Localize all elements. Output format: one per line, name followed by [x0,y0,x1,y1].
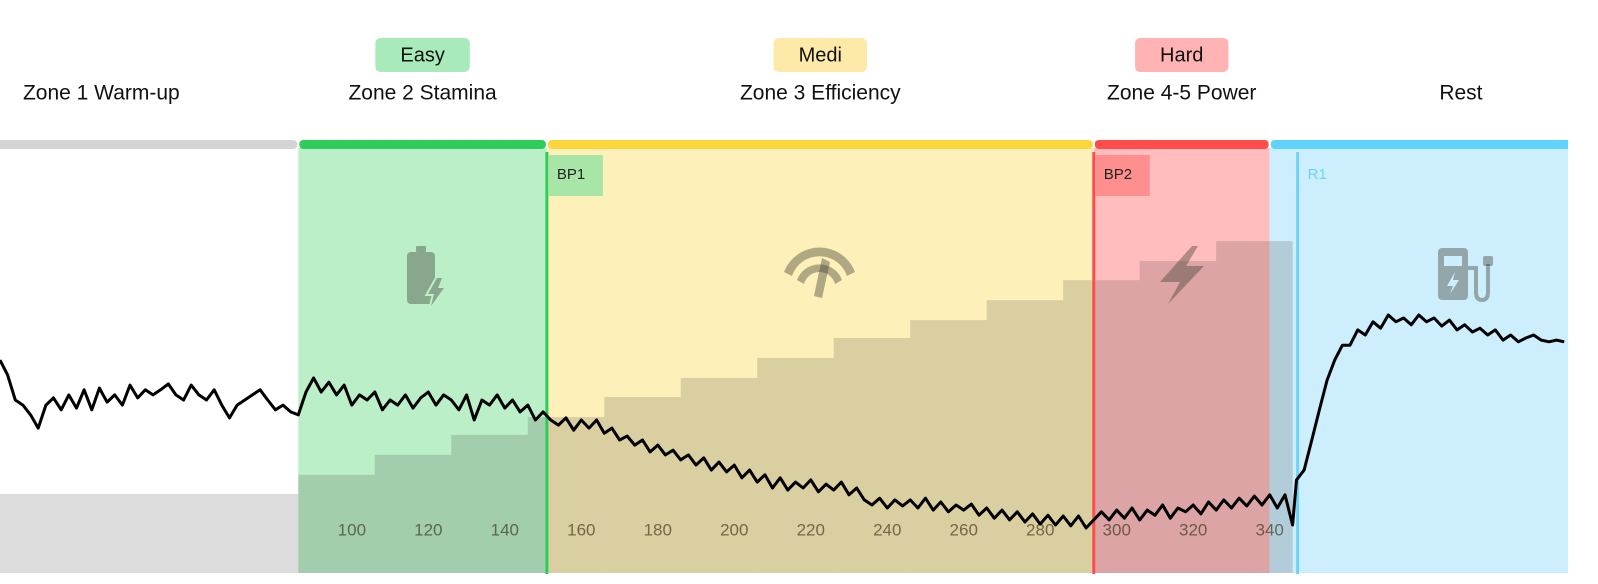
zone-bar [1094,140,1269,149]
step-block [1063,280,1140,573]
breakpoint-label: R1 [1308,166,1327,183]
zone-fill [1093,148,1270,573]
zone-fill [546,148,1094,573]
x-axis: 100 120 140 160 180 200 220 240 260 280 300 320 340 [338,520,1284,539]
x-tick-label: 320 [1179,520,1207,539]
breakpoints-layer: BP1 BP2 R1 [545,152,1327,574]
zone-icons [407,246,1493,308]
breakpoint-label: BP2 [1104,166,1132,183]
zone-bar [1270,140,1568,149]
zone-name: Rest [1439,82,1482,105]
step-block [1216,241,1293,573]
zone-name: Zone 4-5 Power [1107,82,1256,105]
x-tick-label: 180 [644,520,672,539]
zone-badge-label: Medi [799,44,842,66]
step-block [757,357,834,573]
x-tick-label: 100 [338,520,366,539]
zones-layer [0,140,1568,573]
bolt-icon [1160,246,1204,304]
step-block [604,397,681,573]
zone-bar [299,140,546,149]
step-block [527,417,605,573]
step-block [374,454,452,573]
battery-icon [407,246,448,308]
breakpoint-label: BP1 [557,166,585,183]
zone-headers: Zone 1 Warm-up Zone 2 Stamina Easy Zone 3 E… [23,38,1483,105]
zone-badge [375,38,470,72]
zone-fill [298,148,547,573]
breakpoint-tag [548,155,603,196]
x-tick-label: 260 [950,520,978,539]
x-tick-label: 300 [1103,520,1131,539]
step-block [451,434,528,573]
zone-bar [547,140,1093,149]
zone-name: Zone 1 Warm-up [23,82,180,105]
x-tick-label: 340 [1256,520,1284,539]
x-tick-label: 280 [1026,520,1054,539]
charger-icon [1438,248,1493,303]
x-tick-label: 140 [491,520,519,539]
zone-name: Zone 3 Efficiency [740,82,901,105]
signal-line [0,313,1565,530]
zone-badge-label: Hard [1160,44,1203,66]
gauge-icon [784,247,855,298]
zone-badge-label: Easy [400,44,444,66]
zone-fill [1269,148,1568,573]
x-tick-label: 240 [873,520,901,539]
x-tick-label: 220 [797,520,825,539]
zone-bar [0,140,298,149]
step-block [986,300,1064,573]
step-block [833,337,911,573]
x-tick-label: 200 [720,520,748,539]
step-block [910,320,987,573]
zone-badge [773,38,868,72]
breakpoint-tag [1095,155,1150,196]
zone-badge [1135,38,1229,72]
step-block [1139,261,1217,573]
step-block [0,493,299,573]
line-layer [0,313,1565,530]
zone-name: Zone 2 Stamina [348,82,497,105]
x-tick-label: 120 [414,520,442,539]
x-tick-label: 160 [567,520,595,539]
step-block [298,474,375,573]
